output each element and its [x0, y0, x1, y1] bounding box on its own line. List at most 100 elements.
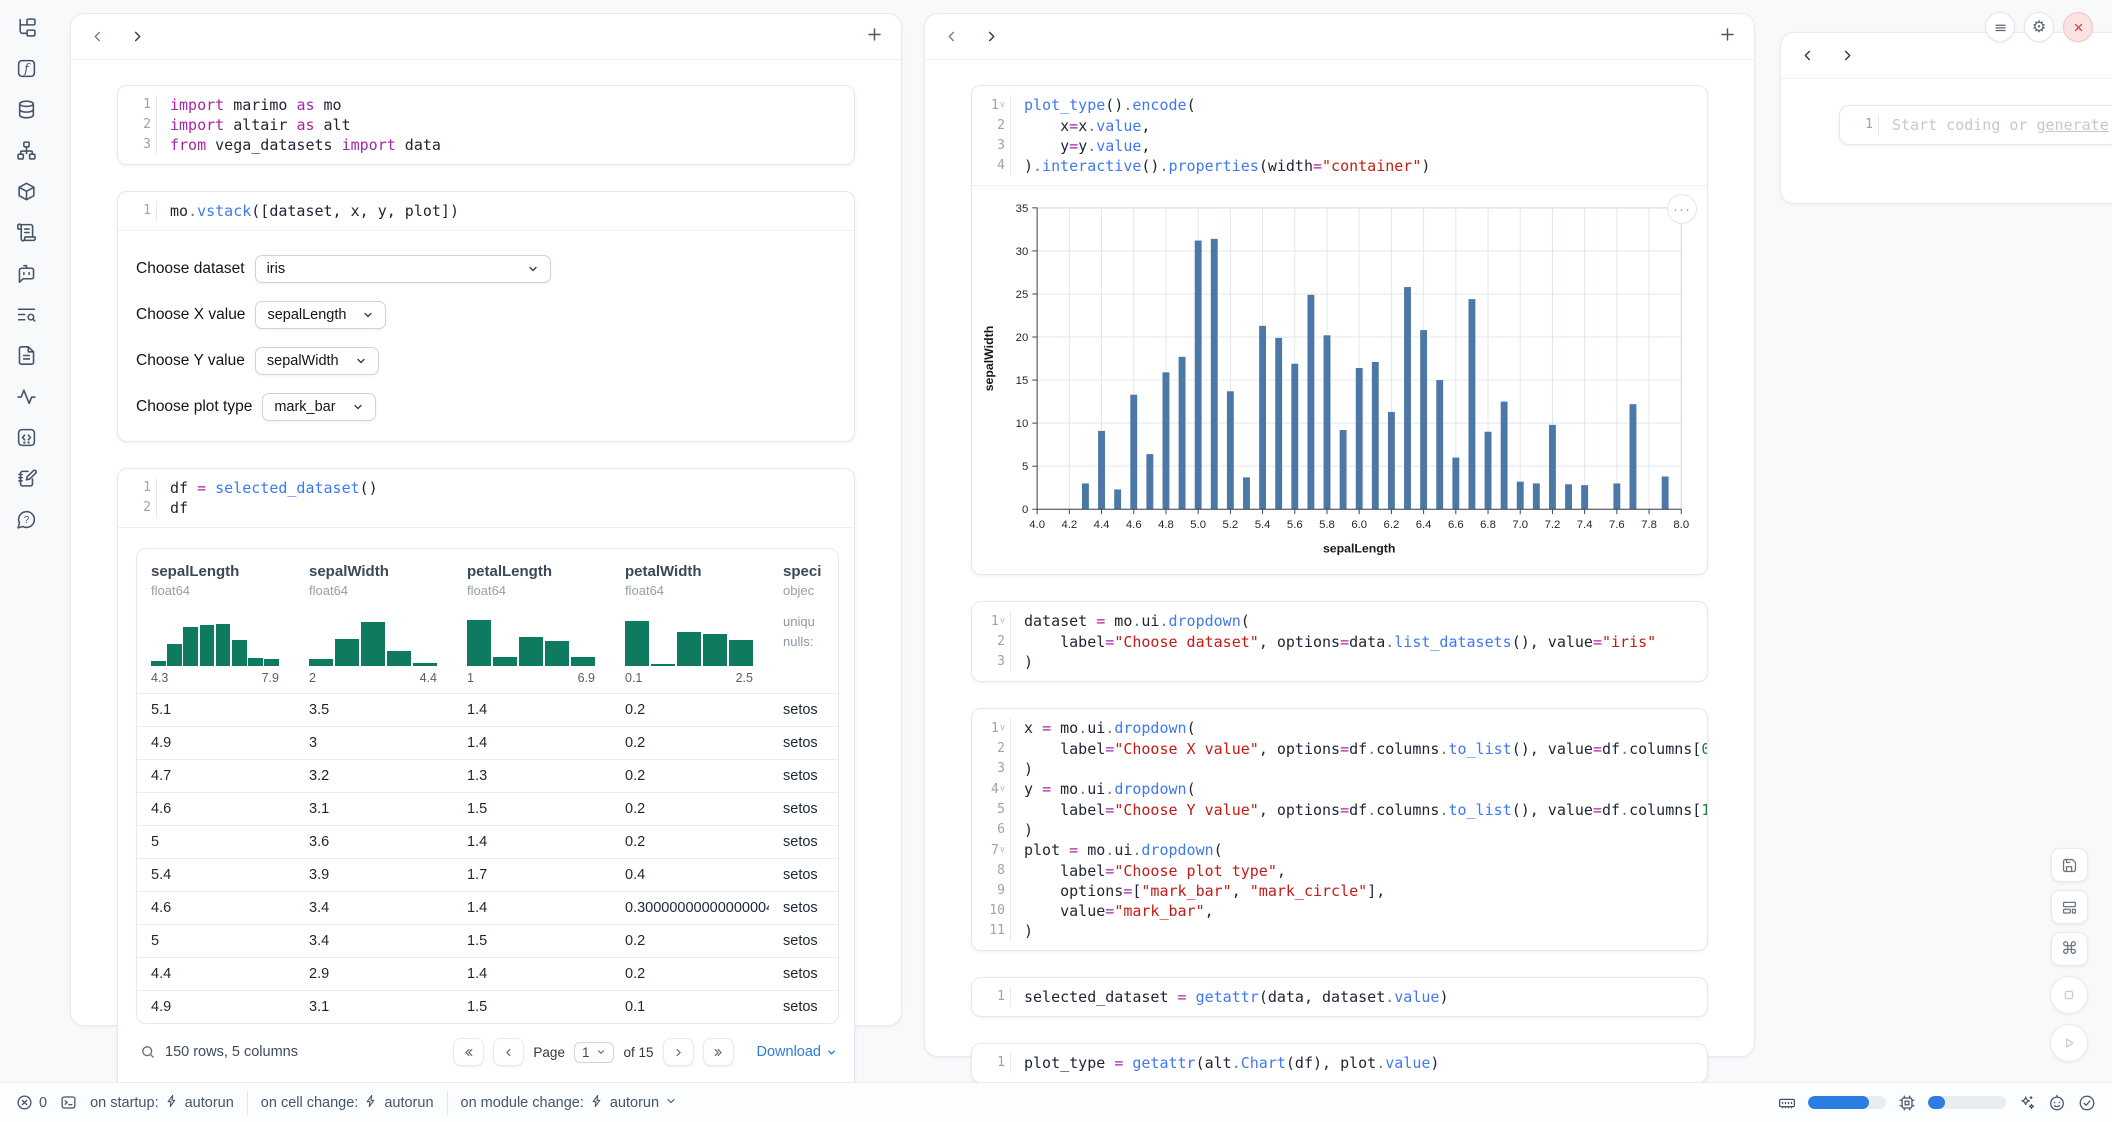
selected-dataset-cell[interactable]: 1 selected_dataset = getattr(data, datase…: [971, 977, 1708, 1018]
help-icon[interactable]: ?: [13, 506, 39, 532]
terminal-button[interactable]: [60, 1094, 77, 1111]
run-all-button[interactable]: [2050, 1024, 2088, 1062]
datasources-icon[interactable]: [13, 96, 39, 122]
column-name[interactable]: sepalWidth: [309, 563, 389, 580]
column-name[interactable]: sepalLength: [151, 563, 240, 580]
column-back-icon[interactable]: [943, 29, 959, 45]
sparkles-icon[interactable]: [2018, 1094, 2036, 1112]
command-palette-button[interactable]: ⌘: [2051, 932, 2088, 966]
column-forward-icon[interactable]: [983, 29, 999, 45]
tracing-icon[interactable]: [13, 383, 39, 409]
imports-cell[interactable]: 1 import marimo as mo 2 import altair as al…: [117, 85, 855, 165]
svg-text:20: 20: [1016, 332, 1029, 344]
search-icon[interactable]: [140, 1044, 156, 1060]
dataset-dropdown-cell[interactable]: 1v dataset = mo.ui.dropdown(2 label="Choo…: [971, 601, 1708, 683]
chart-cell[interactable]: 1v plot_type().encode(2 x=x.value, 3 y=y.v…: [971, 85, 1708, 576]
on-startup-toggle[interactable]: on startup: autorun: [90, 1094, 234, 1111]
next-page-button[interactable]: [662, 1038, 694, 1066]
page-label: Page: [533, 1044, 565, 1060]
notebook-column-1: 1 import marimo as mo 2 import altair as al…: [70, 13, 902, 1097]
x-dropdown[interactable]: sepalLength: [255, 301, 387, 329]
column-header-sepalWidth[interactable]: sepalWidth float64 2 4.4: [295, 549, 453, 693]
code-line: import marimo as mo: [156, 95, 342, 115]
chevron-down-icon: [356, 358, 365, 364]
logs-icon[interactable]: [13, 219, 39, 245]
line-number: 3: [997, 761, 1005, 777]
column-header-sepalLength[interactable]: sepalLength float64 4.3 7.9: [137, 549, 295, 693]
plot-type-dropdown[interactable]: mark_bar: [262, 393, 376, 421]
packages-icon[interactable]: [13, 178, 39, 204]
column-header-petalLength[interactable]: petalLength float64 1 6.9: [453, 549, 611, 693]
last-page-button[interactable]: [702, 1038, 734, 1066]
code-placeholder[interactable]: Start coding or generate with: [1878, 115, 2112, 135]
documentation-icon[interactable]: [13, 342, 39, 368]
vstack-cell[interactable]: 1 mo.vstack([dataset, x, y, plot]) Choose…: [117, 191, 855, 442]
save-button[interactable]: [2051, 848, 2088, 882]
column-name[interactable]: petalLength: [467, 563, 552, 580]
code-line: ).interactive().properties(width="contai…: [1010, 156, 1430, 176]
xy-plot-dropdowns-cell[interactable]: 1v x = mo.ui.dropdown(2 label="Choose X v…: [971, 708, 1708, 952]
connection-status-icon[interactable]: [2078, 1094, 2096, 1112]
line-number: 4: [997, 158, 1005, 173]
left-icon-rail: f ?: [0, 14, 52, 532]
x-dropdown-label: Choose X value: [136, 306, 246, 323]
shutdown-button[interactable]: [2063, 12, 2093, 42]
on-module-change-toggle[interactable]: on module change: autorun: [461, 1094, 678, 1112]
chat-icon[interactable]: [13, 260, 39, 286]
first-page-button[interactable]: [453, 1038, 485, 1066]
svg-text:6.2: 6.2: [1384, 519, 1400, 531]
chart-output[interactable]: ··· 4.0 4.2 4.4 4.6 4.8 5.0 5.2 5.4 5.6 5.8 6.0 6.2…: [972, 186, 1707, 574]
column-back-icon[interactable]: [89, 29, 105, 45]
notebook-menu-button[interactable]: [1985, 12, 2015, 42]
y-axis-title: sepalWidth: [982, 326, 996, 391]
dataframe-cell[interactable]: 1 df = selected_dataset() 2 df sepalLength f…: [117, 468, 855, 1097]
column-header-petalWidth[interactable]: petalWidth float64 0.1 2.5: [611, 549, 769, 693]
snippets-icon[interactable]: [13, 424, 39, 450]
column-back-icon[interactable]: [1799, 48, 1815, 64]
settings-button[interactable]: ⚙: [2024, 12, 2054, 42]
plot-type-dropdown-label: Choose plot type: [136, 398, 253, 415]
column-name[interactable]: speci: [783, 563, 822, 580]
prev-page-button[interactable]: [493, 1038, 525, 1066]
page-select[interactable]: 1: [573, 1041, 615, 1063]
scratchpad-icon[interactable]: [13, 465, 39, 491]
table-row: 4.9 3.1 1.5 0.1 setos: [137, 990, 838, 1023]
error-count-badge[interactable]: 0: [16, 1094, 47, 1111]
search-list-icon[interactable]: [13, 301, 39, 327]
on-cell-change-toggle[interactable]: on cell change: autorun: [260, 1094, 434, 1111]
chevron-down-icon: [528, 266, 537, 272]
download-button[interactable]: Download: [757, 1044, 838, 1060]
column-forward-icon[interactable]: [1839, 48, 1855, 64]
empty-code-cell[interactable]: 1 Start coding or generate with: [1839, 105, 2112, 145]
layout-button[interactable]: [2051, 890, 2088, 924]
code-line: y = mo.ui.dropdown(: [1010, 779, 1196, 801]
svg-text:4.2: 4.2: [1061, 519, 1077, 531]
functions-icon[interactable]: f: [13, 55, 39, 81]
svg-text:7.6: 7.6: [1609, 519, 1625, 531]
column-name[interactable]: petalWidth: [625, 563, 702, 580]
column-header-speci[interactable]: speci objec uniqu nulls:: [769, 549, 838, 693]
save-icon: [2062, 858, 2077, 872]
code-line: mo.vstack([dataset, x, y, plot]): [156, 201, 459, 221]
dataset-dropdown[interactable]: iris: [254, 255, 551, 283]
add-cell-icon[interactable]: [866, 26, 883, 48]
file-tree-icon[interactable]: [13, 14, 39, 40]
cpu-icon: [1899, 1095, 1915, 1110]
svg-text:25: 25: [1016, 289, 1029, 301]
add-cell-icon[interactable]: [1719, 26, 1736, 48]
svg-text:10: 10: [1016, 418, 1029, 430]
line-number: 9: [997, 883, 1005, 899]
generate-with-ai-link[interactable]: generate: [2036, 116, 2109, 134]
chart-menu-icon[interactable]: ···: [1667, 194, 1697, 224]
y-dropdown[interactable]: sepalWidth: [254, 347, 379, 375]
ai-assistant-icon[interactable]: [2048, 1094, 2066, 1112]
stop-kernel-button[interactable]: [2050, 976, 2088, 1014]
code-line: df: [156, 498, 188, 518]
column-dtype: float64: [151, 583, 191, 598]
plot-type-cell[interactable]: 1 plot_type = getattr(alt.Chart(df), plot…: [971, 1043, 1708, 1084]
line-number: 10: [989, 903, 1005, 919]
column-forward-icon[interactable]: [129, 29, 145, 45]
dependency-graph-icon[interactable]: [13, 137, 39, 163]
bar-chart[interactable]: 4.0 4.2 4.4 4.6 4.8 5.0 5.2 5.4 5.6 5.8 6.0 6.2 6.4 6…: [980, 198, 1699, 564]
table-row: 4.6 3.4 1.4 0.30000000000000004 setos: [137, 891, 838, 924]
